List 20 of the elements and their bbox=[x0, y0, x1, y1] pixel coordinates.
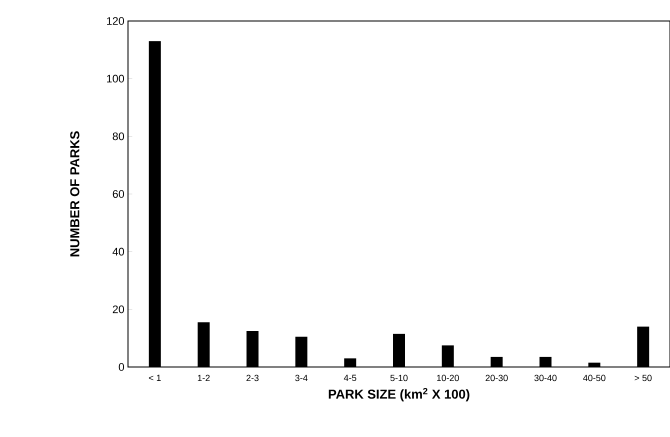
x-tick-label: 40-50 bbox=[583, 374, 606, 382]
x-tick-label: 2-3 bbox=[246, 374, 259, 382]
y-tick-label: 80 bbox=[112, 132, 124, 140]
y-tick-label: 60 bbox=[112, 190, 124, 198]
x-tick-label: < 1 bbox=[148, 374, 161, 381]
x-tick-label: 5-10 bbox=[390, 374, 408, 382]
y-tick-label: 120 bbox=[107, 17, 124, 25]
x-tick-label: > 50 bbox=[634, 374, 652, 382]
x-axis-title: PARK SIZE (km$^{2}$ X 100) bbox=[328, 388, 470, 402]
y-axis-title: NUMBER OF PARKS bbox=[70, 131, 80, 256]
x-tick-label: 1-2 bbox=[198, 374, 210, 382]
x-tick-label: 30-40 bbox=[534, 374, 557, 382]
x-tick-label: 10-20 bbox=[437, 374, 459, 382]
y-tick-label: 100 bbox=[107, 74, 124, 83]
x-tick-label: 4-5 bbox=[344, 374, 356, 382]
x-tick-label: 3-4 bbox=[295, 374, 308, 382]
y-tick-label: 20 bbox=[112, 305, 124, 314]
y-tick-label: 40 bbox=[112, 248, 124, 256]
x-tick-label: 20-30 bbox=[486, 374, 508, 382]
y-tick-label: 0 bbox=[118, 363, 124, 371]
